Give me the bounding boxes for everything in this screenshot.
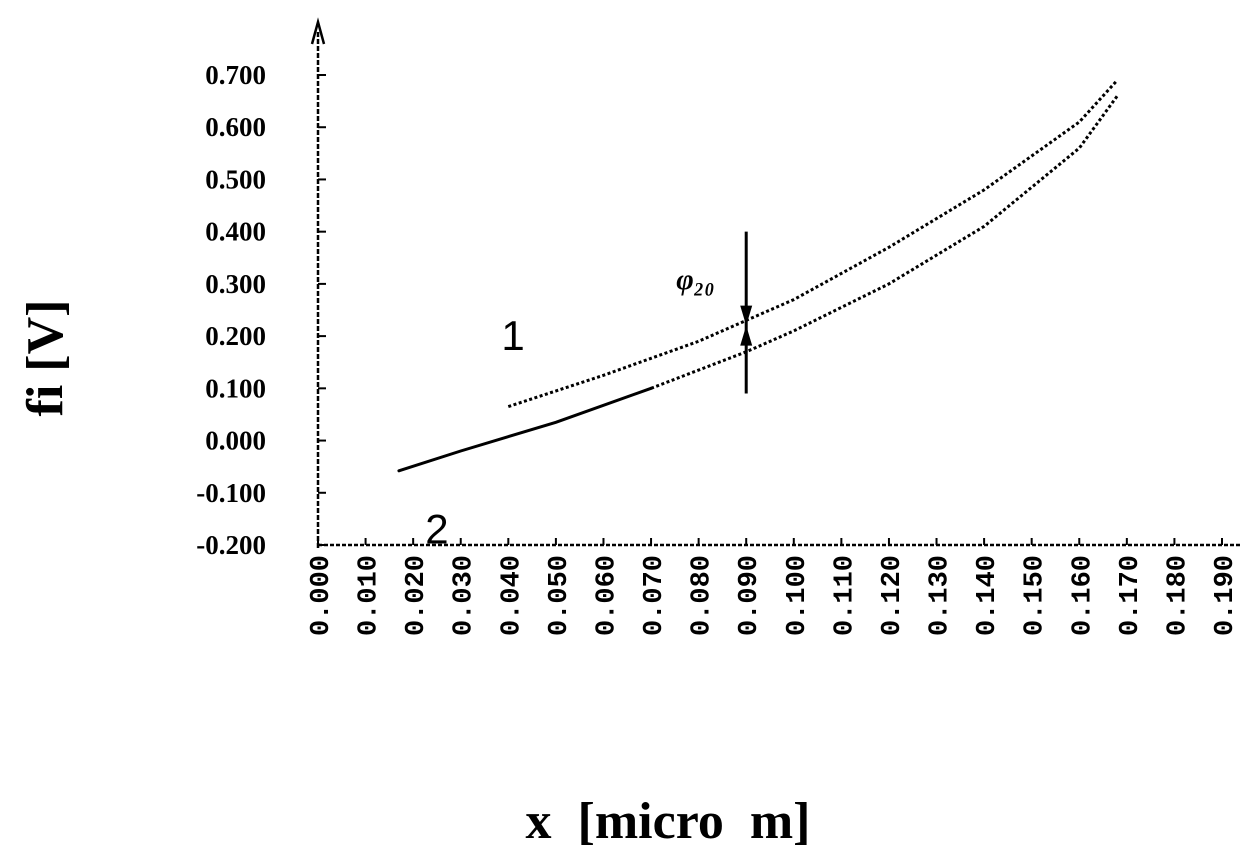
y-tick-label: 0.000	[205, 426, 266, 456]
x-tick-label: 0.160	[1068, 555, 1098, 636]
series-line-1	[507, 79, 1119, 409]
x-axis-title: x [micro m]	[526, 793, 811, 850]
x-tick-label: 0.020	[402, 555, 432, 636]
x-tick-label: 0.040	[497, 555, 527, 636]
y-tick-label: 0.200	[205, 321, 266, 351]
x-tick-labels: 0.000 0.010 0.020 0.030 0.040 0.050 0.060 0.070…	[307, 538, 1241, 636]
phi20-arrowhead-down	[740, 305, 753, 326]
curve-label-1: 1	[501, 312, 524, 359]
x-tick-label: 0.100	[783, 555, 813, 636]
x-tick-label: 0.190	[1211, 555, 1241, 636]
series-line-2	[397, 386, 653, 473]
y-tick-label: 0.600	[205, 112, 266, 142]
y-tick-label: 0.700	[205, 60, 266, 90]
curve-label-2: 2	[425, 505, 448, 552]
series-group	[397, 79, 1119, 473]
y-tick-label: -0.100	[196, 478, 266, 508]
x-tick-label: 0.090	[735, 555, 765, 636]
y-tick-labels: 0.700 0.600 0.500 0.400 0.300 0.200 0.100 0.000…	[196, 60, 326, 560]
x-tick-label: 0.030	[450, 555, 480, 636]
y-axis-title: fi [V]	[17, 300, 74, 417]
x-tick-label: 0.110	[830, 555, 860, 636]
axes	[310, 17, 1240, 548]
x-tick-label: 0.170	[1116, 555, 1146, 636]
x-tick-label: 0.120	[878, 555, 908, 636]
annotations: 1 2 φ₂₀	[425, 231, 753, 552]
y-axis-arrowhead	[310, 17, 326, 45]
x-tick-label: 0.000	[307, 555, 337, 636]
x-tick-label: 0.010	[355, 555, 385, 636]
y-tick-label: 0.500	[205, 164, 266, 194]
x-tick-label: 0.050	[545, 555, 575, 636]
series-line-2-dotted	[650, 95, 1119, 390]
y-tick-label: 0.400	[205, 217, 266, 247]
y-tick-label: -0.200	[196, 530, 266, 560]
x-tick-label: 0.060	[592, 555, 622, 636]
phi20-label: φ₂₀	[676, 263, 714, 296]
y-tick-label: 0.100	[205, 373, 266, 403]
x-tick-label: 0.070	[640, 555, 670, 636]
x-tick-label: 0.140	[973, 555, 1003, 636]
phi20-arrowhead-up	[740, 325, 753, 346]
x-tick-label: 0.150	[1021, 555, 1051, 636]
x-tick-label: 0.130	[926, 555, 956, 636]
x-tick-label: 0.180	[1163, 555, 1193, 636]
x-tick-label: 0.080	[688, 555, 718, 636]
y-tick-label: 0.300	[205, 269, 266, 299]
